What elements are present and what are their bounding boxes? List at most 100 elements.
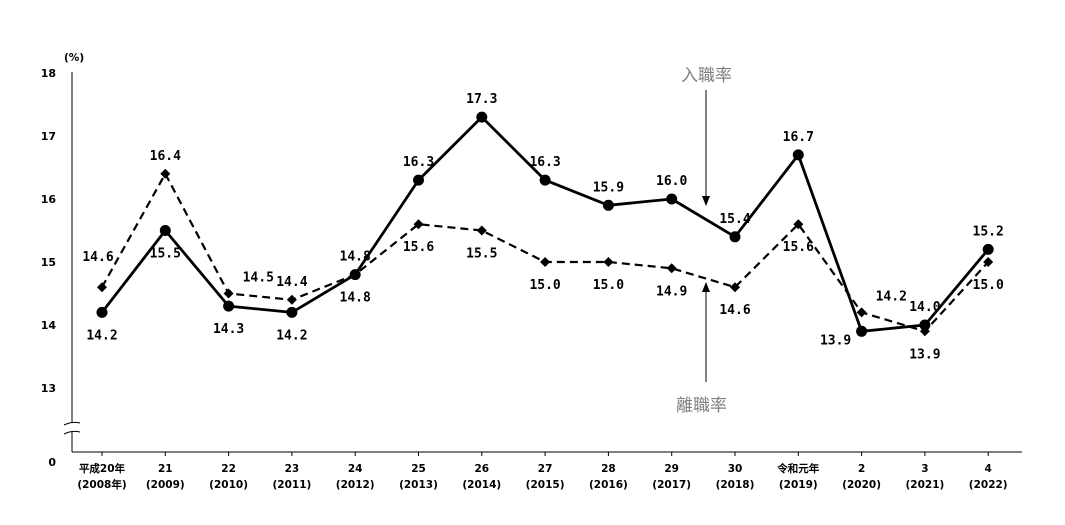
y-axis-unit: (%) — [64, 52, 84, 64]
separation-rate-data-label: 15.0 — [529, 278, 560, 293]
separation-rate-point — [603, 257, 614, 267]
separation-rate-data-label: 14.9 — [656, 284, 687, 299]
y-axis-ticks: 18 17 16 15 14 13 0 — [41, 67, 57, 469]
separation-rate-point — [856, 307, 867, 318]
hire-rate-data-label: 14.2 — [86, 328, 117, 343]
x-tick-label-year: (2008年) — [77, 478, 126, 491]
separation-rate-point — [97, 282, 107, 293]
x-tick-label-era: 令和元年 — [776, 462, 819, 475]
y-tick-label-18: 18 — [41, 67, 56, 80]
separation-rate-data-label: 14.4 — [276, 275, 307, 290]
separation-rate-data-label: 15.6 — [403, 240, 434, 255]
x-tick-label-era: 26 — [474, 463, 489, 475]
x-tick-label-era: 21 — [158, 463, 173, 475]
separation-rate-callout-arrowhead — [702, 282, 710, 292]
separation-rate-point — [350, 269, 361, 280]
separation-rate-data-label: 15.0 — [593, 278, 624, 293]
axis-break-mark — [63, 421, 81, 435]
y-tick-label-13: 13 — [41, 382, 56, 395]
separation-rate-point — [666, 263, 677, 274]
hire-rate-point — [286, 306, 298, 318]
separation-rate-data-label: 15.0 — [973, 278, 1004, 293]
x-tick-label-year: (2012) — [336, 479, 375, 491]
y-tick-label-0: 0 — [48, 456, 56, 469]
hire-rate-data-label: 15.2 — [973, 224, 1004, 239]
x-tick-label-year: (2020) — [842, 479, 881, 491]
hire-rate-data-label: 14.3 — [213, 322, 244, 337]
separation-rate-data-label: 16.4 — [150, 149, 181, 164]
hire-rate-data-label: 16.0 — [656, 174, 687, 189]
separation-rate-data-label: 14.2 — [876, 289, 907, 304]
x-tick-label-year: (2016) — [589, 479, 628, 491]
separation-rate-point — [413, 219, 424, 230]
data-labels: 14.2 15.5 14.3 14.2 14.8 16.3 17.3 16.3 15.9 16.0… — [82, 92, 1004, 362]
hire-rate-point — [856, 325, 868, 337]
hire-rate-data-label: 15.5 — [150, 247, 181, 262]
x-tick-label-year: (2015) — [526, 479, 565, 491]
hire-rate-data-label: 16.3 — [403, 155, 434, 170]
x-tick-label-era: 24 — [348, 463, 363, 475]
hire-rate-point — [919, 319, 931, 331]
separation-rate-callout: 離職率 — [676, 282, 727, 416]
separation-rate-data-label: 14.8 — [340, 250, 371, 265]
separation-rate-callout-label: 離職率 — [676, 396, 727, 416]
hire-rate-data-label: 14.0 — [909, 300, 940, 315]
hire-rate-callout-label: 入職率 — [681, 66, 732, 86]
hire-rate-callout-arrowhead — [702, 196, 710, 206]
x-tick-label-era: 4 — [985, 463, 992, 475]
hire-rate-line — [100, 115, 990, 333]
x-tick-label-era: 3 — [921, 463, 928, 475]
x-tick-label-year: (2019) — [779, 479, 818, 491]
x-tick-label-year: (2009) — [146, 479, 185, 491]
x-tick-label-year: (2021) — [905, 479, 944, 491]
x-tick-label-year: (2010) — [209, 479, 248, 491]
hire-rate-point — [476, 111, 488, 123]
separation-rate-data-label: 15.6 — [783, 240, 814, 255]
hire-rate-data-label: 15.9 — [593, 180, 624, 195]
hire-rate-data-label: 16.7 — [783, 130, 814, 145]
hire-rate-point — [159, 225, 171, 236]
hire-rate-point — [792, 149, 804, 161]
x-tick-label-year: (2017) — [652, 479, 691, 491]
separation-rate-point — [476, 225, 487, 236]
x-tick-label-year: (2013) — [399, 479, 438, 491]
separation-rate-point — [223, 288, 234, 299]
separation-rate-data-label: 13.9 — [909, 347, 940, 362]
y-tick-label-15: 15 — [41, 256, 56, 269]
y-tick-label-14: 14 — [41, 319, 57, 332]
hire-rate-callout: 入職率 — [681, 66, 732, 206]
separation-rate-data-label: 14.6 — [719, 303, 750, 318]
separation-rate-point — [983, 257, 994, 267]
x-tick-label-era: 22 — [221, 463, 236, 475]
hire-rate-point — [539, 174, 551, 186]
x-tick-label-era: 2 — [858, 463, 865, 475]
hire-rate-data-label: 15.4 — [719, 212, 750, 227]
hire-rate-data-label: 16.3 — [529, 155, 560, 170]
hire-rate-point — [602, 199, 614, 211]
hire-rate-point — [413, 174, 424, 186]
x-tick-label-era: 25 — [411, 463, 426, 475]
separation-rate-point — [793, 219, 804, 230]
separation-rate-point — [540, 257, 551, 267]
x-tick-label-era: 27 — [538, 463, 553, 475]
series-lines — [100, 115, 990, 333]
x-tick-label-era: 29 — [664, 463, 679, 475]
separation-rate-point — [160, 168, 171, 179]
x-tick-label-era: 28 — [601, 463, 616, 475]
hire-rate-point — [96, 306, 108, 318]
x-tick-label-era: 平成20年 — [79, 462, 126, 475]
x-tick-label-year: (2014) — [462, 479, 501, 491]
hire-rate-data-label: 17.3 — [466, 92, 497, 107]
separation-rate-point — [919, 326, 930, 337]
y-tick-label-16: 16 — [41, 193, 57, 206]
hire-rate-point — [223, 300, 235, 312]
hire-rate-data-label: 14.8 — [340, 291, 371, 306]
separation-rate-data-label: 14.5 — [243, 271, 274, 286]
y-tick-label-17: 17 — [41, 130, 56, 143]
x-tick-label-year: (2011) — [272, 479, 311, 491]
separation-rate-point — [286, 294, 297, 305]
separation-rate-data-label: 15.5 — [466, 247, 497, 262]
x-tick-label-year: (2018) — [716, 479, 755, 491]
hire-rate-point — [729, 231, 741, 243]
